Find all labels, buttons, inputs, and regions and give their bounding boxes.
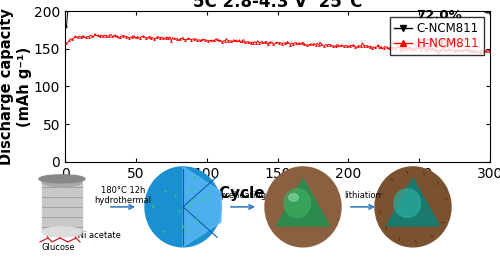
Legend: C-NCM811, H-NCM811: C-NCM811, H-NCM811 (390, 17, 484, 55)
X-axis label: Cycle number: Cycle number (219, 186, 336, 201)
Y-axis label: Discharge capacity
(mAh g⁻¹): Discharge capacity (mAh g⁻¹) (0, 8, 32, 165)
Polygon shape (183, 167, 221, 247)
Ellipse shape (145, 167, 221, 247)
Ellipse shape (375, 167, 451, 247)
Text: Ni acetate: Ni acetate (75, 232, 121, 240)
Ellipse shape (39, 175, 85, 183)
Ellipse shape (284, 189, 310, 217)
Text: 180°C 12h: 180°C 12h (101, 186, 145, 195)
Ellipse shape (42, 177, 82, 187)
Text: preheating: preheating (220, 191, 266, 200)
Title: 5C 2.8-4.3 V  25°C: 5C 2.8-4.3 V 25°C (193, 0, 362, 11)
Ellipse shape (394, 189, 420, 217)
Bar (42, 182, 82, 232)
Polygon shape (276, 178, 330, 226)
Text: lithiation: lithiation (344, 191, 382, 200)
Polygon shape (386, 178, 440, 226)
Text: Glucose: Glucose (42, 243, 76, 252)
Ellipse shape (289, 194, 298, 201)
Ellipse shape (42, 227, 82, 237)
Text: 87.0%: 87.0% (416, 38, 462, 51)
Ellipse shape (265, 167, 341, 247)
Text: 72.0%: 72.0% (416, 9, 462, 22)
Text: hydrothermal: hydrothermal (94, 196, 152, 205)
